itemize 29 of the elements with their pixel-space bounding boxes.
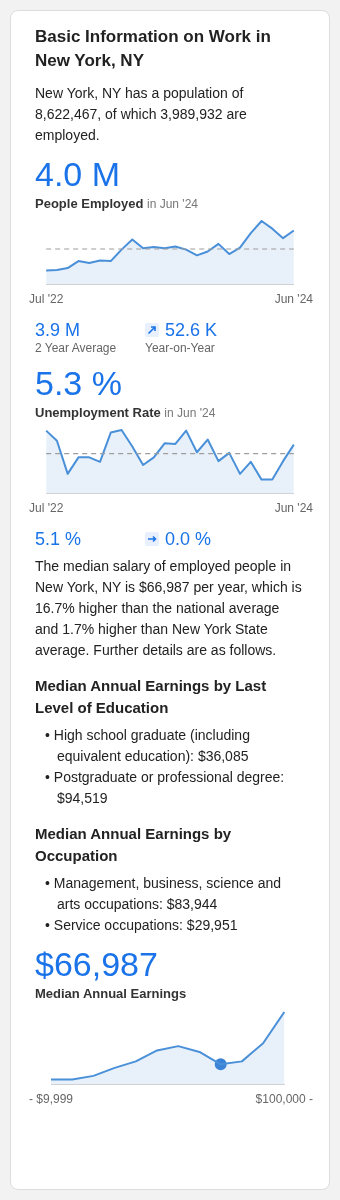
text: 0.0 % xyxy=(165,528,212,550)
text: • Postgraduate or professional degree: $94,519 xyxy=(44,768,286,808)
text: Year-on-Year xyxy=(145,341,215,355)
x-tick-label: - $9,999 xyxy=(28,1092,74,1107)
x-tick-label: $100,000 - xyxy=(255,1092,313,1107)
text: • Service occupations: $29,951 xyxy=(44,916,239,935)
text: Basic Information on Work in New York, NY xyxy=(35,26,272,72)
text: 52.6 K xyxy=(165,319,218,341)
x-tick-label: Jun '24 xyxy=(274,501,314,516)
chart-title: Unemployment Rate xyxy=(35,405,161,420)
text: 2 Year Average xyxy=(35,341,117,355)
chart-title: People Employed xyxy=(35,196,144,211)
text: $66,987 xyxy=(35,944,159,984)
text: • High school graduate (including equivalent education): $36,085 xyxy=(44,726,251,766)
x-tick-label: Jul '22 xyxy=(29,292,64,307)
x-tick-label: Jul '22 xyxy=(29,501,64,516)
chart-title: Median Annual Earnings xyxy=(35,986,188,1001)
text: 5.3 % xyxy=(35,363,123,403)
text: • Management, business, science and arts occupations: $83,944 xyxy=(44,874,283,914)
text: 3.9 M xyxy=(35,319,81,341)
text: The median salary of employed people in New York, NY is $66,987 per year, which is 16.7% higher than the national average and 1.7% higher than New York State average. Further details are as follows. xyxy=(35,557,303,660)
x-tick-label: Jun '24 xyxy=(274,292,314,307)
chart-subtitle: in Jun '24 xyxy=(147,197,198,211)
text: 5.1 % xyxy=(35,528,82,550)
chart-subtitle: in Jun '24 xyxy=(164,406,216,420)
text: New York, NY has a population of 8,622,467, of which 3,989,932 are employed. xyxy=(35,84,248,145)
text: Median Annual Earnings by Occupation xyxy=(35,824,233,866)
text: 4.0 M xyxy=(35,154,122,194)
text: Median Annual Earnings by Last Level of Education xyxy=(35,676,268,718)
